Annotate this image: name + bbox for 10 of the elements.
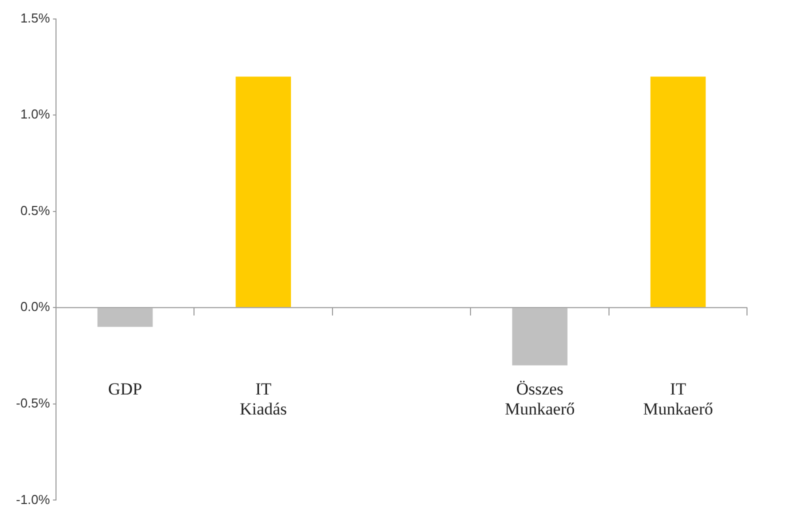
y-tick-label: 1.0% [20, 106, 50, 122]
x-tick-label: Összes Munkaerő [504, 379, 575, 419]
x-tick-label: GDP [108, 379, 142, 398]
y-tick-label: 0.0% [20, 299, 50, 314]
y-tick-label: -0.5% [16, 396, 50, 410]
y-tick-label: -1.0% [16, 492, 50, 507]
x-tick-label: IT Kiadás [240, 379, 287, 419]
y-tick-label: 0.5% [20, 202, 50, 218]
x-tick-label: IT Munkaerő [643, 379, 714, 419]
y-tick-label: 1.5% [20, 10, 50, 26]
